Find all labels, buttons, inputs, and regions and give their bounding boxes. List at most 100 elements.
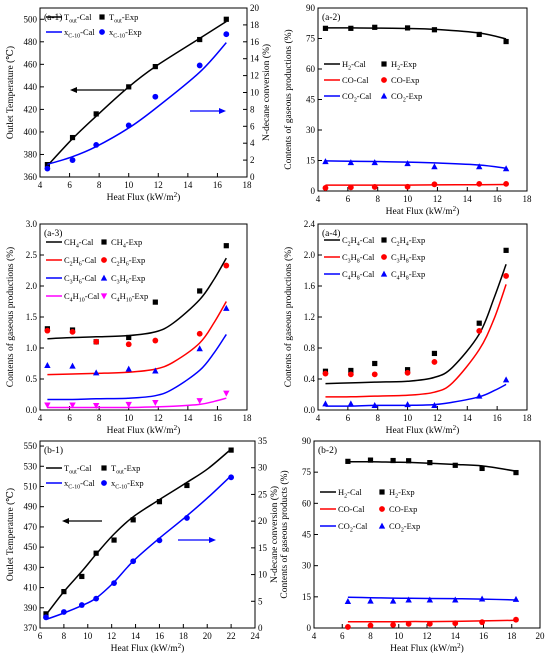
- data-point: [347, 184, 354, 191]
- y-tick-label: 370: [24, 623, 38, 633]
- legend-marker-swatch: [101, 239, 107, 245]
- x-tick-label: 8: [62, 631, 67, 641]
- data-point: [347, 159, 355, 166]
- data-point: [372, 24, 378, 30]
- data-point: [347, 400, 355, 407]
- y2-tick-label: 18: [250, 20, 260, 30]
- x-tick-label: 4: [316, 194, 321, 204]
- data-point: [371, 159, 378, 166]
- y-tick-label: 60: [306, 64, 316, 74]
- axis-pointer-arrowhead: [219, 108, 226, 114]
- data-point: [93, 111, 99, 117]
- data-point: [197, 36, 203, 43]
- legend-marker-swatch: [381, 254, 387, 260]
- y-tick-label: 1.0: [26, 343, 38, 353]
- x-tick-label: 4: [312, 631, 317, 641]
- data-point: [389, 597, 397, 604]
- data-point: [502, 376, 510, 383]
- data-point: [125, 122, 132, 129]
- legend: H2-Cal CO-Cal CO2-Cal H2-Exp CO-Exp CO2-Exp: [320, 487, 420, 534]
- legend-label: xC-10-Cal: [64, 27, 95, 40]
- legend-marker-swatch: [380, 92, 388, 99]
- data-point: [479, 465, 485, 472]
- y-tick-label: 510: [24, 481, 38, 491]
- y2-tick-label: 6: [250, 121, 255, 131]
- legend: C2H4-Cal C3H8-Cal C4H8-Cal C2H4-Exp C3H8-Exp…: [324, 235, 425, 282]
- x-tick-label: 6: [346, 413, 351, 423]
- x-tick-label: 10: [403, 413, 413, 423]
- legend-marker-swatch: [381, 77, 387, 83]
- y-tick-label: 400: [24, 127, 38, 137]
- x-tick-label: 18: [523, 413, 533, 423]
- data-point: [223, 31, 230, 38]
- x-tick-label: 16: [493, 194, 503, 204]
- x-tick-label: 16: [213, 180, 223, 190]
- series-line: [45, 475, 232, 621]
- data-point: [126, 334, 132, 341]
- x-tick-label: 8: [97, 413, 102, 423]
- series-t-out-cal: [46, 20, 227, 167]
- data-point: [476, 31, 482, 38]
- data-point: [196, 398, 203, 405]
- data-point: [223, 16, 229, 22]
- data-point: [476, 180, 483, 187]
- series-t-out-cal: [45, 448, 232, 616]
- series-co-cal: [347, 619, 517, 623]
- y-tick-label: 0.4: [304, 374, 316, 384]
- legend-marker-swatch: [378, 522, 386, 529]
- data-point: [390, 457, 396, 464]
- data-point: [322, 400, 329, 407]
- x-tick-label: 18: [243, 180, 253, 190]
- data-point: [476, 392, 483, 399]
- x-tick-label: 12: [423, 631, 432, 641]
- y-tick-label: 0.0: [304, 405, 316, 415]
- series-c2h4-cal: [325, 264, 507, 385]
- x-tick-label: 6: [346, 194, 351, 204]
- data-point: [367, 457, 374, 463]
- x-tick-label: 8: [375, 194, 380, 204]
- x-tick-label: 16: [213, 413, 223, 423]
- legend-marker-swatch: [101, 465, 107, 471]
- panel-a-1: 4 6 8 10 12 14 16 18360380400420440460480500024…: [5, 3, 272, 203]
- data-point: [223, 262, 230, 269]
- y-tick-label: 90: [302, 436, 312, 446]
- series-c3h8-exp: [322, 273, 509, 378]
- data-point: [512, 595, 520, 602]
- y-tick-label: 470: [24, 522, 38, 532]
- series-x-c-10-cal: [45, 475, 232, 621]
- x-tick-label: 12: [433, 413, 442, 423]
- series-line: [45, 448, 232, 616]
- y2-axis-label: N-decane conversion (%): [269, 486, 280, 583]
- y-tick-label: 2.0: [26, 281, 38, 291]
- y2-tick-label: 14: [250, 54, 260, 64]
- legend-marker-swatch: [101, 480, 107, 486]
- series-line: [47, 42, 227, 166]
- data-point: [92, 369, 100, 376]
- legend-label: C4H8-Cal: [342, 269, 375, 282]
- x-tick-label: 24: [251, 631, 261, 641]
- data-point: [371, 401, 378, 408]
- y-tick-label: 1.5: [26, 312, 38, 322]
- x-tick-label: 10: [83, 631, 93, 641]
- y2-axis-label: N-decane conversion (%): [261, 44, 272, 141]
- legend-label: C3H6-Exp: [111, 273, 145, 286]
- y-axis-label: Contents of gaseous products (%): [279, 470, 290, 598]
- data-point: [404, 367, 411, 373]
- data-point: [478, 595, 486, 602]
- y-tick-label: 500: [24, 14, 38, 24]
- data-point: [61, 589, 67, 595]
- data-point: [426, 620, 433, 627]
- data-point: [476, 328, 483, 334]
- series-ch4-cal: [47, 257, 227, 340]
- data-point: [502, 165, 510, 172]
- y-tick-label: 45: [306, 95, 316, 105]
- y-tick-label: 15: [302, 592, 312, 602]
- data-point: [405, 620, 412, 627]
- x-tick-label: 16: [493, 413, 503, 423]
- x-tick-label: 10: [124, 180, 134, 190]
- data-point: [406, 458, 412, 464]
- x-tick-label: 10: [124, 413, 134, 423]
- y-tick-label: 430: [24, 562, 38, 572]
- plot-frame: [39, 223, 248, 411]
- data-point: [431, 401, 438, 408]
